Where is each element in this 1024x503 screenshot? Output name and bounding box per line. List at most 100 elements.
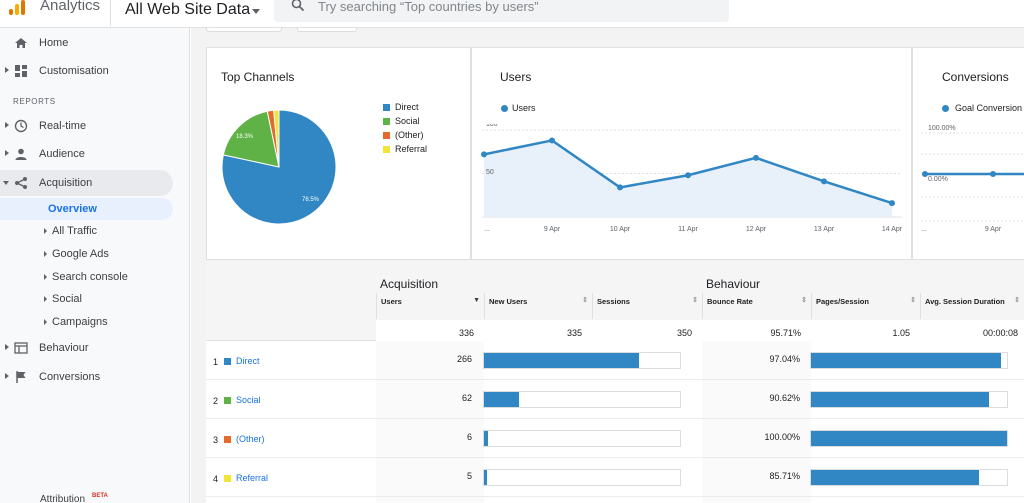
chevron-down-icon[interactable] <box>252 9 260 14</box>
chevron-right-icon <box>5 122 9 128</box>
sidebar-subitem-campaigns[interactable]: Campaigns <box>0 311 190 333</box>
column-header-label: Bounce Rate <box>707 297 753 306</box>
totals-row <box>376 320 1024 341</box>
cell-users: 62 <box>461 393 472 403</box>
users-point[interactable] <box>549 137 555 144</box>
channels-table: Acquisition Behaviour Users ▼ New Users … <box>206 261 1024 503</box>
users-line-chart: 100 50... 9 Apr 10 Apr 11 Apr 12 Apr 13 Apr 14 … <box>481 124 903 233</box>
sidebar-item-acquisition[interactable]: Acquisition <box>0 170 173 196</box>
channel-color-swatch <box>224 475 231 482</box>
sort-icon[interactable]: ⇕ <box>692 297 698 304</box>
flag-icon <box>16 371 26 383</box>
card-title: Users <box>500 70 532 84</box>
x-tick-label: ... <box>484 226 490 233</box>
sidebar-subitem-label: All Traffic <box>52 225 98 237</box>
x-tick-label: 12 Apr <box>746 226 767 233</box>
column-header-avg-session-duration[interactable]: Avg. Session Duration ⇕ <box>920 293 1024 319</box>
behaviour-icon <box>14 342 28 354</box>
sidebar-item-label: Real-time <box>39 120 87 132</box>
column-header-bounce-rate[interactable]: Bounce Rate ⇕ <box>702 293 811 319</box>
search-input[interactable] <box>274 0 729 22</box>
users-point[interactable] <box>821 178 827 185</box>
sort-icon[interactable]: ⇕ <box>582 297 588 304</box>
chevron-right-icon <box>44 296 47 302</box>
cell-bounce-rate: 90.62% <box>769 393 800 403</box>
column-header-pages-session[interactable]: Pages/Session ⇕ <box>811 293 920 319</box>
sidebar-subitem-overview[interactable]: Overview <box>0 198 173 220</box>
sidebar-item-label: Conversions <box>39 371 101 383</box>
sidebar-item-customisation[interactable]: Customisation <box>0 58 190 84</box>
sidebar-subitem-search-console[interactable]: Search console <box>0 266 190 288</box>
pie-slice-social[interactable] <box>222 110 280 168</box>
column-header-label: Avg. Session Duration <box>925 297 1005 306</box>
column-header-label: Sessions <box>597 297 630 306</box>
sidebar-subitem-google-ads[interactable]: Google Ads <box>0 243 190 265</box>
sidebar-item-home[interactable]: Home <box>0 30 190 56</box>
bounce-column-shade <box>702 341 811 503</box>
users-share-bar <box>483 352 681 369</box>
users-point[interactable] <box>617 184 623 191</box>
table-row: 3 (Other) 6 100.00% <box>206 419 1024 458</box>
x-tick-label: 9 Apr <box>985 226 1002 233</box>
sidebar: Home Customisation REPORTS Real-time Aud… <box>0 28 190 503</box>
sidebar-subitem-label: Google Ads <box>52 248 109 260</box>
column-header-label: New Users <box>489 297 528 306</box>
table-row: 1 Direct 266 97.04% <box>206 341 1024 380</box>
x-tick-label: 13 Apr <box>814 226 835 233</box>
sort-icon[interactable]: ⇕ <box>801 297 807 304</box>
channel-link[interactable]: Social <box>236 395 261 405</box>
column-header-sessions[interactable]: Sessions ⇕ <box>592 293 702 319</box>
column-header-users[interactable]: Users ▼ <box>376 293 484 319</box>
users-point[interactable] <box>753 154 759 161</box>
channel-link[interactable]: Referral <box>236 473 269 483</box>
y-tick-label: 100 <box>486 124 498 128</box>
column-header-new-users[interactable]: New Users ⇕ <box>484 293 592 319</box>
cell-users: 5 <box>466 471 472 481</box>
sidebar-item-attribution[interactable]: Attribution <box>40 494 86 503</box>
sidebar-subitem-all-traffic[interactable]: All Traffic <box>0 220 190 242</box>
sidebar-item-audience[interactable]: Audience <box>0 141 190 167</box>
sidebar-subitem-social[interactable]: Social <box>0 288 190 310</box>
x-tick-label: 14 Apr <box>882 226 903 233</box>
sidebar-item-realtime[interactable]: Real-time <box>0 113 190 139</box>
sidebar-item-conversions[interactable]: Conversions <box>0 364 190 390</box>
cell-users: 6 <box>466 432 472 442</box>
bounce-rate-bar <box>810 469 1008 486</box>
bounce-rate-bar-fill <box>811 470 979 485</box>
total-pages-session: 1.05 <box>892 328 910 338</box>
cell-users: 266 <box>456 354 472 364</box>
sort-desc-icon[interactable]: ▼ <box>473 297 480 304</box>
channel-link[interactable]: (Other) <box>236 434 265 444</box>
users-point[interactable] <box>481 151 487 158</box>
group-title-behaviour: Behaviour <box>706 277 761 291</box>
date-range-control[interactable] <box>206 28 282 32</box>
pie-slice-direct[interactable] <box>221 109 337 225</box>
sort-icon[interactable]: ⇕ <box>910 297 916 304</box>
series-dot <box>942 105 949 112</box>
sidebar-item-label: Behaviour <box>39 342 89 354</box>
channel-link[interactable]: Direct <box>236 356 260 366</box>
chevron-right-icon <box>5 344 9 350</box>
conversion-point[interactable] <box>990 171 996 177</box>
sidebar-item-behaviour[interactable]: Behaviour <box>0 335 190 361</box>
table-row: 4 Referral 5 85.71% <box>206 458 1024 497</box>
users-point[interactable] <box>685 172 691 179</box>
top-header: Analytics All Web Site Data Try searchin… <box>0 0 1024 28</box>
toolbar-control[interactable] <box>297 28 357 32</box>
bounce-rate-bar-fill <box>811 431 1007 446</box>
property-selector[interactable]: All Web Site Data <box>125 1 251 18</box>
conversions-line-chart: 100.00% 0.00%... 9 Apr <box>921 125 1024 233</box>
row-index: 4 <box>213 474 219 484</box>
users-share-bar <box>483 469 681 486</box>
column-header-label: Pages/Session <box>816 297 869 306</box>
pie-slice-referral[interactable] <box>273 109 280 168</box>
search-icon[interactable] <box>291 0 305 12</box>
conversion-point[interactable] <box>922 171 928 177</box>
sidebar-subitem-label: Search console <box>52 271 128 283</box>
card-title: Top Channels <box>221 70 295 84</box>
cell-bounce-rate: 100.00% <box>764 432 800 442</box>
series-dot <box>501 105 508 112</box>
users-point[interactable] <box>889 200 895 207</box>
sort-icon[interactable]: ⇕ <box>1014 297 1020 304</box>
bounce-rate-bar <box>810 352 1008 369</box>
